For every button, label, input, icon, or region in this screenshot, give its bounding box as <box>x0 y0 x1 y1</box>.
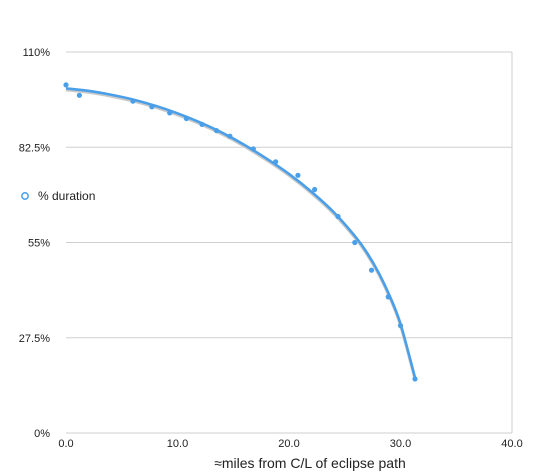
data-point <box>368 267 375 273</box>
data-point <box>295 172 301 178</box>
data-points <box>63 82 418 382</box>
y-tick-label: 0% <box>34 428 50 440</box>
trendline <box>65 87 417 378</box>
y-tick-label: 27.5% <box>19 333 50 345</box>
data-point <box>335 213 341 220</box>
legend: % duration <box>21 189 95 203</box>
y-tick-labels: 0% 27.5% 55% 82.5% 110% <box>19 47 50 440</box>
data-point <box>63 82 69 88</box>
x-axis-title: ≈miles from C/L of eclipse path <box>214 455 406 471</box>
y-tick-label: 55% <box>28 238 50 250</box>
data-point <box>312 186 318 193</box>
x-tick-label: 0.0 <box>58 438 73 450</box>
x-tick-labels: 0.0 10.0 20.0 30.0 40.0 <box>58 438 522 450</box>
data-point <box>273 159 279 165</box>
x-tick-label: 40.0 <box>501 438 522 450</box>
y-tick-label: 82.5% <box>19 142 50 154</box>
y-tick-label: 110% <box>23 47 51 59</box>
data-point <box>167 110 173 116</box>
data-point <box>412 376 418 382</box>
data-point <box>397 323 404 329</box>
data-point <box>352 239 358 246</box>
data-point <box>385 294 391 300</box>
grid-lines <box>66 51 513 434</box>
x-tick-label: 30.0 <box>390 438 411 450</box>
data-point <box>213 128 220 134</box>
x-tick-label: 10.0 <box>167 438 188 450</box>
data-point <box>227 133 233 139</box>
legend-label: % duration <box>38 189 95 203</box>
data-point <box>76 92 82 98</box>
x-tick-label: 20.0 <box>278 438 299 450</box>
trendline-shadow <box>65 88 417 380</box>
data-point <box>149 104 155 110</box>
data-point <box>199 121 205 127</box>
legend-marker <box>21 192 29 200</box>
data-point <box>130 98 136 104</box>
data-point <box>183 115 190 122</box>
data-point <box>250 146 256 152</box>
